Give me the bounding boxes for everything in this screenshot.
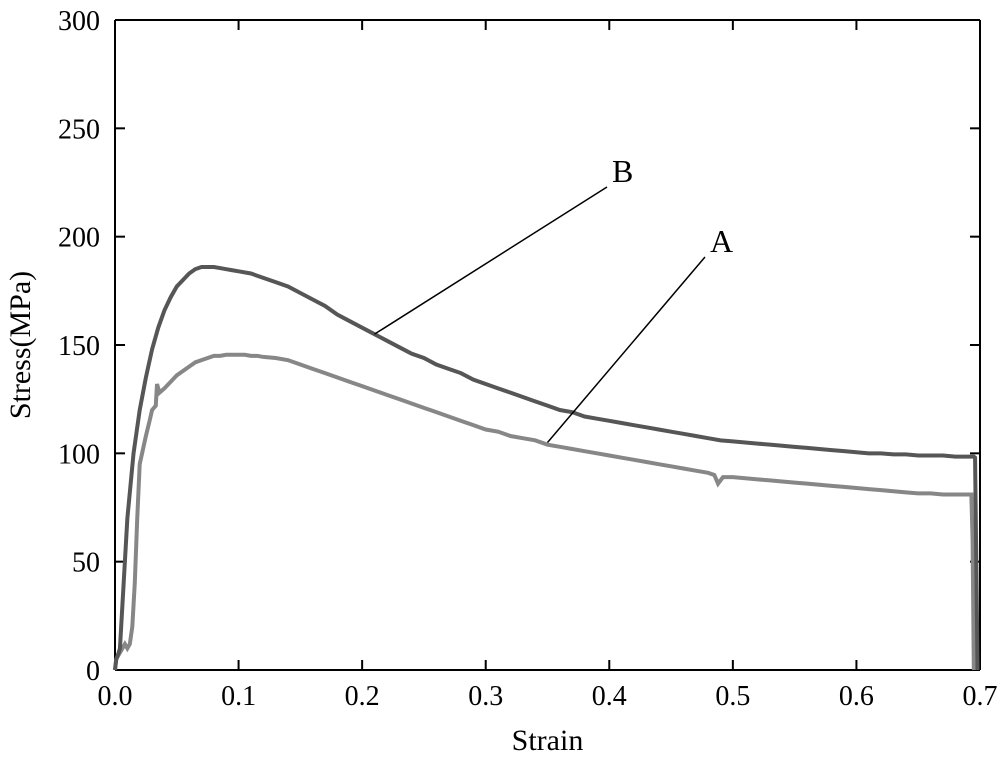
annotation-line-B [375, 187, 608, 334]
y-axis-label: Stress(MPa) [4, 271, 37, 419]
ytick-label: 100 [58, 439, 100, 470]
ytick-label: 150 [58, 331, 100, 362]
xtick-label: 0.0 [98, 681, 133, 712]
ytick-label: 200 [58, 223, 100, 254]
ytick-label: 300 [58, 6, 100, 37]
xtick-label: 0.3 [468, 681, 503, 712]
ytick-label: 250 [58, 114, 100, 145]
stress-strain-chart: 0.0 0.1 0.2 0.3 0.4 0.5 0.6 0.7 0 50 100 150 200 250 3… [0, 0, 1000, 774]
ytick-label: 0 [86, 656, 100, 687]
xtick-label: 0.7 [963, 681, 998, 712]
annotation-line-A [548, 257, 706, 443]
annotation-label-A: A [710, 223, 733, 259]
xtick-label: 0.5 [715, 681, 750, 712]
x-axis-label: Strain [512, 724, 584, 757]
xtick-label: 0.1 [221, 681, 256, 712]
curve-A [115, 355, 974, 670]
annotation-label-B: B [612, 153, 633, 189]
ytick-label: 50 [72, 548, 100, 579]
xtick-label: 0.2 [345, 681, 380, 712]
xtick-label: 0.4 [592, 681, 627, 712]
xtick-label: 0.6 [839, 681, 874, 712]
curve-B [115, 267, 978, 670]
chart-svg: 0.0 0.1 0.2 0.3 0.4 0.5 0.6 0.7 0 50 100 150 200 250 3… [0, 0, 1000, 774]
